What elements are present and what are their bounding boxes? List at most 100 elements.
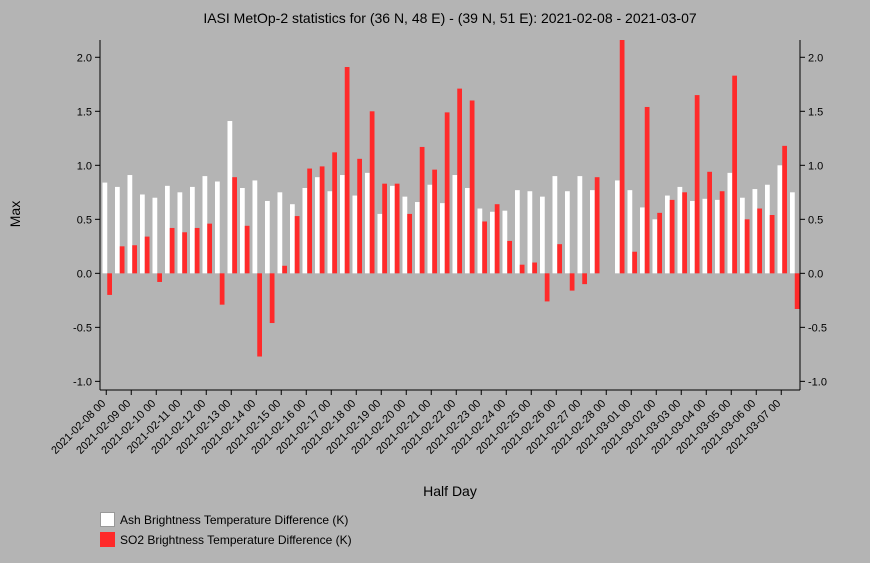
ash-bar bbox=[227, 121, 233, 274]
legend-label-so2: SO2 Brightness Temperature Difference (K… bbox=[120, 532, 352, 547]
so2-bar bbox=[569, 273, 575, 291]
so2-bar bbox=[794, 273, 800, 309]
so2-bar bbox=[282, 265, 287, 274]
ash-bar bbox=[265, 200, 270, 274]
so2-bar bbox=[719, 191, 725, 274]
so2-bar bbox=[682, 192, 687, 274]
so2-bar bbox=[382, 183, 387, 274]
ash-bar bbox=[365, 172, 370, 274]
y-tick-label-left: -1.0 bbox=[73, 376, 92, 388]
ash-bar bbox=[427, 184, 433, 274]
y-tick-label-left: 2.0 bbox=[77, 52, 92, 64]
ash-bar bbox=[790, 192, 795, 274]
legend-label-ash: Ash Brightness Temperature Difference (K… bbox=[120, 512, 349, 527]
ash-bar bbox=[115, 186, 120, 274]
ash-bar bbox=[502, 210, 508, 274]
y-tick-label-right: 0.0 bbox=[808, 268, 823, 280]
ash-bar bbox=[715, 199, 720, 274]
so2-bar bbox=[407, 213, 412, 274]
so2-bar bbox=[269, 273, 275, 324]
so2-bar bbox=[232, 177, 237, 274]
ash-bar bbox=[740, 197, 745, 274]
so2-bar bbox=[632, 251, 637, 274]
ash-bar bbox=[152, 197, 158, 274]
so2-bar bbox=[157, 273, 162, 282]
so2-bar bbox=[532, 262, 537, 274]
so2-bar bbox=[494, 204, 500, 274]
chart-title: IASI MetOp-2 statistics for (36 N, 48 E)… bbox=[203, 10, 697, 26]
so2-bar bbox=[369, 111, 375, 274]
legend-item-ash: Ash Brightness Temperature Difference (K… bbox=[100, 512, 348, 527]
so2-bar bbox=[694, 95, 700, 274]
y-tick-label-right: 0.5 bbox=[808, 214, 823, 226]
ash-bar bbox=[315, 177, 320, 274]
y-tick-label-right: 1.0 bbox=[808, 160, 823, 172]
ash-bar bbox=[727, 172, 733, 274]
ash-bar bbox=[652, 219, 658, 274]
ash-bar bbox=[202, 176, 208, 274]
so2-bar bbox=[182, 232, 187, 274]
ash-bar bbox=[190, 186, 195, 274]
ash-bar bbox=[165, 185, 170, 274]
ash-bar bbox=[540, 196, 545, 274]
ash-bar bbox=[527, 191, 533, 274]
ash-bar bbox=[452, 175, 458, 274]
ash-bar bbox=[565, 191, 570, 274]
ash-bar bbox=[277, 192, 283, 274]
so2-bar bbox=[769, 215, 775, 274]
y-tick-label-right: 2.0 bbox=[808, 52, 823, 64]
so2-bar bbox=[669, 199, 675, 274]
so2-bar bbox=[257, 273, 262, 357]
y-tick-label-left: 1.0 bbox=[77, 160, 92, 172]
so2-bar bbox=[219, 273, 225, 305]
ash-bar bbox=[415, 202, 420, 274]
ash-bar bbox=[665, 195, 670, 274]
ash-bar bbox=[327, 191, 333, 274]
so2-bar bbox=[357, 158, 362, 274]
so2-bar bbox=[507, 240, 512, 274]
so2-bar bbox=[644, 106, 650, 274]
y-tick-label-left: -0.5 bbox=[73, 322, 92, 334]
ash-bar bbox=[777, 165, 783, 274]
ash-bar bbox=[477, 208, 483, 274]
y-tick-label-right: 1.5 bbox=[808, 106, 823, 118]
y-tick-label-left: 1.5 bbox=[77, 106, 92, 118]
y-axis-label: Max bbox=[7, 201, 23, 227]
ash-bar bbox=[352, 195, 358, 274]
so2-bar bbox=[707, 171, 712, 274]
so2-bar bbox=[582, 273, 587, 285]
so2-bar bbox=[557, 244, 562, 274]
ash-bar bbox=[177, 192, 183, 274]
ash-bar bbox=[627, 190, 633, 274]
y-tick-label-right: -0.5 bbox=[808, 322, 827, 334]
so2-bar bbox=[307, 168, 312, 274]
ash-bar bbox=[640, 207, 645, 274]
ash-bar bbox=[515, 190, 520, 274]
so2-bar bbox=[594, 177, 600, 274]
ash-bar bbox=[127, 175, 133, 274]
ash-bar bbox=[402, 196, 408, 274]
ash-bar bbox=[677, 186, 683, 274]
so2-bar bbox=[169, 227, 175, 274]
so2-bar bbox=[732, 75, 737, 274]
so2-bar bbox=[482, 221, 487, 274]
so2-bar bbox=[344, 67, 350, 274]
so2-bar bbox=[782, 145, 787, 274]
legend-item-so2: SO2 Brightness Temperature Difference (K… bbox=[100, 532, 352, 547]
ash-bar bbox=[615, 180, 620, 274]
ash-bar bbox=[302, 187, 308, 274]
ash-bar bbox=[590, 190, 595, 274]
ash-bar bbox=[490, 211, 495, 274]
so2-bar bbox=[332, 152, 337, 274]
ash-bar bbox=[690, 200, 695, 274]
so2-bar bbox=[132, 245, 137, 274]
x-axis-label: Half Day bbox=[423, 483, 477, 499]
so2-bar bbox=[144, 236, 150, 274]
ash-bar bbox=[440, 203, 445, 274]
so2-bar bbox=[244, 225, 250, 274]
ash-bar bbox=[702, 198, 708, 274]
ash-bar bbox=[552, 176, 558, 274]
ash-bar bbox=[290, 204, 295, 274]
so2-bar bbox=[444, 112, 450, 274]
